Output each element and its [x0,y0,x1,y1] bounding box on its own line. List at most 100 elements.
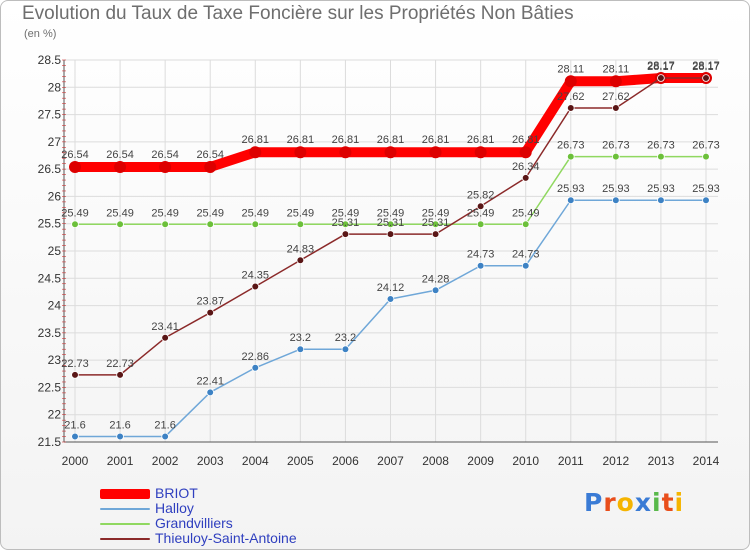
legend-swatch-grandvilliers [100,522,150,525]
data-point[interactable] [566,152,575,161]
data-point[interactable] [159,160,172,173]
data-label: 26.81 [422,134,450,146]
data-point[interactable] [519,146,532,159]
data-point[interactable] [251,282,260,291]
data-label: 23.2 [335,332,356,344]
data-point[interactable] [657,74,665,82]
data-point[interactable] [71,220,79,229]
data-point[interactable] [702,196,710,205]
data-point[interactable] [341,345,350,354]
data-label: 24.12 [377,282,405,294]
data-point[interactable] [431,220,440,229]
data-point[interactable] [249,146,262,159]
data-point[interactable] [521,261,530,270]
data-label: 26.73 [647,140,675,152]
logo-letter: o [616,488,635,517]
y-tick-label: 24.5 [38,271,62,285]
data-point[interactable] [116,432,124,441]
data-point[interactable] [609,75,622,88]
data-label: 22.73 [61,358,89,370]
data-point[interactable] [296,256,305,265]
data-label: 25.31 [377,217,405,229]
data-point[interactable] [69,160,81,173]
data-point[interactable] [612,196,620,205]
y-tick-label: 23.5 [38,326,62,340]
data-label: 24.83 [287,243,315,255]
data-point[interactable] [657,196,665,205]
legend-label-briot: BRIOT [155,485,198,501]
data-point[interactable] [341,230,350,238]
data-point[interactable] [116,371,124,379]
data-point[interactable] [296,220,305,229]
x-tick-label: 2014 [693,454,720,468]
data-point[interactable] [341,220,350,229]
logo-letter: i [652,488,662,517]
data-point[interactable] [612,152,620,161]
y-tick-label: 27 [48,135,62,149]
data-point[interactable] [429,146,442,159]
data-point[interactable] [114,160,127,173]
data-label: 25.49 [242,207,270,219]
data-point[interactable] [476,261,485,270]
data-point[interactable] [161,432,169,441]
data-point[interactable] [566,104,575,112]
data-point[interactable] [431,230,440,238]
data-point[interactable] [161,333,169,342]
data-point[interactable] [71,371,79,379]
data-point[interactable] [702,152,710,161]
data-label: 25.49 [377,207,405,219]
data-label: 23.87 [196,296,224,308]
data-point[interactable] [474,146,487,159]
data-label: 26.54 [106,149,134,161]
data-point[interactable] [612,104,620,112]
data-label: 25.93 [647,183,675,195]
data-point[interactable] [566,196,575,205]
data-label: 25.82 [467,189,495,201]
data-point[interactable] [431,286,440,295]
data-point[interactable] [386,220,395,229]
x-tick-label: 2002 [152,454,179,468]
data-labels: 26.54 26.54 26.54 26.54 26.81 26.81 26.81 26.81… [61,60,720,432]
data-point[interactable] [71,432,79,441]
data-point[interactable] [384,146,397,159]
data-point[interactable] [476,220,485,229]
data-point[interactable] [251,363,260,372]
data-label: 25.49 [196,207,224,219]
data-point[interactable] [702,74,710,82]
x-tick-label: 2011 [558,454,584,468]
data-point[interactable] [251,220,260,229]
data-point[interactable] [294,146,307,159]
data-label: 26.73 [692,140,720,152]
data-point[interactable] [386,295,395,303]
x-tick-label: 2008 [422,454,449,468]
data-point[interactable] [161,220,169,229]
data-point[interactable] [339,146,352,159]
data-label: 24.73 [512,249,540,261]
data-point[interactable] [204,160,217,173]
data-point[interactable] [116,220,124,229]
data-point[interactable] [657,152,665,161]
data-label: 26.81 [377,134,405,146]
y-tick-label: 26.5 [38,162,62,176]
x-tick-label: 2013 [648,454,675,468]
data-label: 25.93 [557,183,585,195]
data-point[interactable] [206,388,215,397]
data-label: 22.73 [106,358,134,370]
y-axis-unit: (en %) [24,28,57,40]
data-point[interactable] [296,345,305,354]
data-point[interactable] [521,220,530,229]
data-point[interactable] [521,174,530,182]
data-point[interactable] [386,230,395,238]
data-label: 26.81 [467,134,495,146]
legend-label-thieuloy: Thieuloy-Saint-Antoine [155,530,297,546]
data-point[interactable] [206,220,215,229]
data-label: 27.62 [557,91,585,103]
data-point[interactable] [476,202,485,211]
data-point[interactable] [206,308,215,317]
data-label: 26.54 [151,149,179,161]
legend-label-grandvilliers: Grandvilliers [155,515,233,531]
logo-letter: P [584,488,604,517]
data-label: 23.2 [290,332,311,344]
data-point[interactable] [564,75,577,88]
